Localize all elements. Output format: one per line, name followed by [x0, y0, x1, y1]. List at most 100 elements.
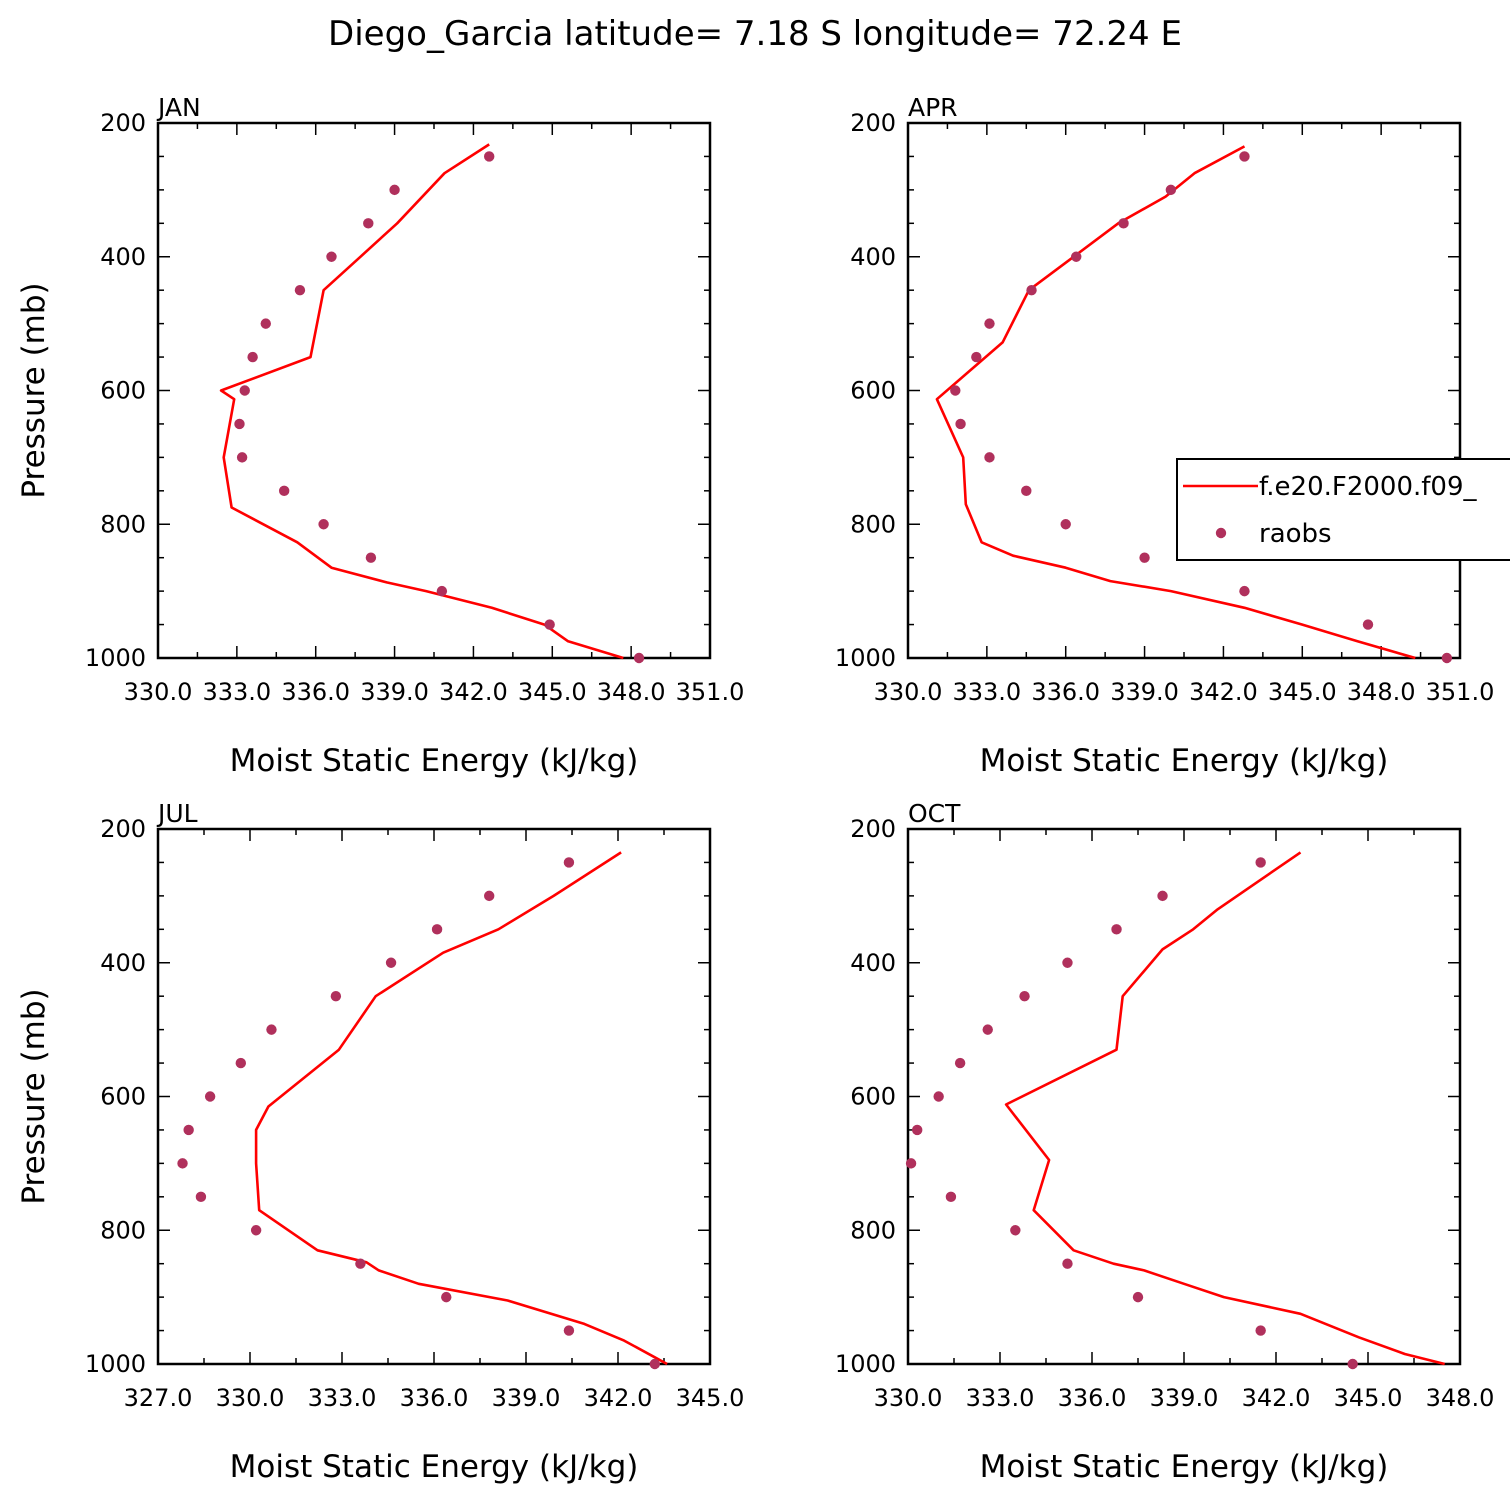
- raobs-point-jan: [633, 652, 645, 664]
- x-tick-label: 327.0: [124, 1384, 193, 1412]
- raobs-point-jan: [544, 619, 555, 630]
- y-tick-label: 800: [850, 510, 896, 538]
- y-tick-label: 1000: [835, 1350, 896, 1378]
- raobs-point-oct: [1062, 957, 1073, 968]
- raobs-point-apr: [1441, 652, 1453, 664]
- raobs-point-jul: [431, 924, 443, 935]
- raobs-point-apr: [1239, 151, 1250, 162]
- raobs-point-apr: [1021, 485, 1032, 497]
- y-tick-label: 200: [100, 109, 146, 137]
- raobs-point-jan: [363, 218, 374, 229]
- plot-frame-apr: [906, 121, 1462, 660]
- legend-label-obs: raobs: [1259, 519, 1332, 549]
- raobs-point-oct: [1132, 1291, 1144, 1303]
- panel-title-jul: JUL: [156, 799, 198, 828]
- raobs-point-jan: [326, 251, 337, 262]
- y-tick-label: 200: [100, 815, 146, 843]
- y-tick-label: 600: [100, 1083, 146, 1111]
- panel-title-jan: JAN: [156, 93, 201, 122]
- x-tick-label: 339.0: [492, 1384, 561, 1412]
- y-tick-label: 800: [100, 510, 146, 538]
- x-axis-label: Moist Static Energy (kJ/kg): [980, 743, 1389, 779]
- x-axis-label: Moist Static Energy (kJ/kg): [230, 743, 639, 779]
- raobs-point-jan: [239, 385, 250, 396]
- x-tick-label: 348.0: [597, 678, 666, 706]
- raobs-point-apr: [984, 452, 995, 463]
- x-tick-label: 345.0: [1268, 678, 1337, 706]
- model-line-apr: [935, 145, 1416, 660]
- x-axis-label: Moist Static Energy (kJ/kg): [230, 1449, 639, 1485]
- x-tick-label: 330.0: [216, 1384, 285, 1412]
- x-tick-label: 336.0: [1058, 1384, 1127, 1412]
- raobs-point-oct: [1255, 857, 1266, 868]
- panel-apr: APR 330.0 333.0 336.0 339.0 342.0 345.0 348.0 35…: [835, 93, 1494, 779]
- raobs-point-jan: [436, 585, 448, 597]
- raobs-point-jul: [330, 990, 342, 1002]
- raobs-point-oct: [1157, 890, 1168, 902]
- raobs-point-apr: [955, 418, 966, 430]
- plot-frame-jul: [156, 827, 712, 1366]
- raobs-point-apr: [971, 351, 982, 363]
- y-tick-label: 800: [850, 1216, 896, 1244]
- y-tick-label: 400: [850, 243, 896, 271]
- y-tick-label: 200: [850, 815, 896, 843]
- panel-title-apr: APR: [908, 93, 958, 122]
- raobs-point-jan: [365, 552, 377, 563]
- y-tick-label: 1000: [85, 1350, 146, 1378]
- raobs-point-oct: [982, 1024, 993, 1035]
- raobs-point-apr: [1239, 585, 1250, 597]
- x-tick-label: 339.0: [1110, 678, 1179, 706]
- model-line-jul: [254, 851, 668, 1366]
- raobs-point-jul: [484, 890, 495, 902]
- raobs-point-apr: [1362, 619, 1374, 630]
- y-tick-label: 1000: [835, 644, 896, 672]
- x-tick-label: 339.0: [1150, 1384, 1219, 1412]
- x-tick-label: 345.0: [518, 678, 587, 706]
- raobs-point-oct: [1062, 1258, 1073, 1269]
- raobs-point-jan: [294, 284, 306, 296]
- raobs-point-jul: [266, 1024, 277, 1035]
- raobs-point-jul: [235, 1057, 246, 1069]
- raobs-point-jan: [484, 151, 495, 162]
- raobs-point-jan: [260, 318, 271, 329]
- raobs-point-jul: [195, 1191, 207, 1203]
- raobs-point-jul: [563, 857, 575, 868]
- x-tick-label: 342.0: [1242, 1384, 1311, 1412]
- x-tick-label: 342.0: [1189, 678, 1258, 706]
- raobs-point-apr: [950, 385, 961, 396]
- raobs-point-jul: [204, 1091, 216, 1102]
- raobs-point-jul: [177, 1158, 188, 1169]
- panel-oct: OCT 330.0 333.0 336.0 339.0 342.0 345.0 348.0 20…: [835, 799, 1494, 1485]
- x-tick-label: 339.0: [360, 678, 429, 706]
- raobs-point-jan: [278, 485, 290, 497]
- legend-label-model: f.e20.F2000.f09_: [1259, 472, 1477, 502]
- y-tick-label: 600: [850, 377, 896, 405]
- raobs-point-oct: [912, 1124, 923, 1136]
- x-tick-label: 330.0: [124, 678, 193, 706]
- raobs-point-apr: [1165, 184, 1177, 196]
- raobs-point-jul: [250, 1225, 262, 1236]
- x-tick-label: 336.0: [281, 678, 350, 706]
- legend-box: [1176, 458, 1510, 561]
- x-tick-label: 345.0: [676, 1384, 745, 1412]
- raobs-point-apr: [984, 318, 995, 329]
- y-tick-label: 1000: [85, 644, 146, 672]
- y-tick-label: 600: [850, 1083, 896, 1111]
- raobs-point-jul: [441, 1291, 452, 1303]
- y-tick-label: 400: [850, 949, 896, 977]
- raobs-point-apr: [1139, 552, 1150, 563]
- raobs-point-apr: [1026, 284, 1037, 296]
- y-tick-label: 200: [850, 109, 896, 137]
- raobs-point-oct: [905, 1158, 917, 1169]
- model-line-oct: [1004, 851, 1446, 1366]
- raobs-point-apr: [1060, 519, 1071, 530]
- x-tick-label: 342.0: [439, 678, 508, 706]
- y-axis-label: Pressure (mb): [16, 282, 52, 498]
- x-tick-label: 333.0: [308, 1384, 377, 1412]
- raobs-point-oct: [954, 1057, 966, 1069]
- raobs-point-oct: [945, 1191, 957, 1203]
- legend-marker-sample: [1215, 527, 1227, 539]
- x-axis-label: Moist Static Energy (kJ/kg): [980, 1449, 1389, 1485]
- x-tick-label: 348.0: [1426, 1384, 1495, 1412]
